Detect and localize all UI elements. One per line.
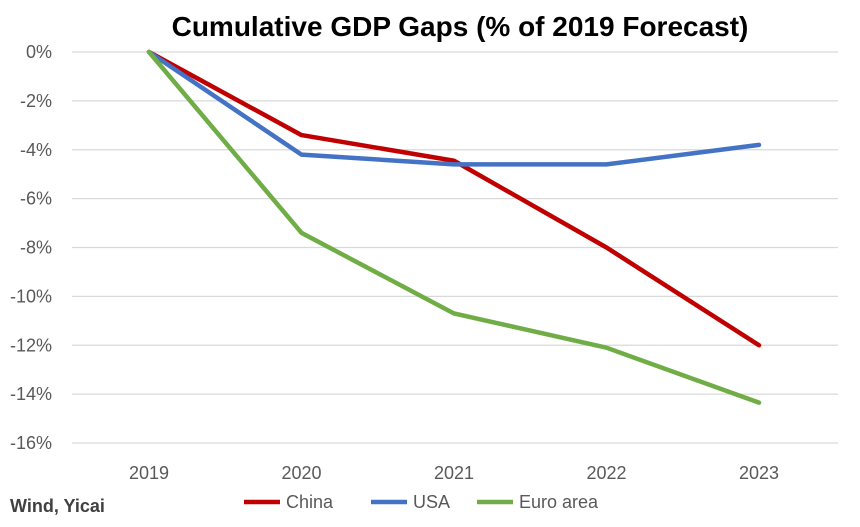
legend-label: China bbox=[286, 492, 334, 512]
series-line-usa bbox=[146, 49, 762, 167]
x-tick-label: 2021 bbox=[434, 463, 474, 483]
y-tick-label: 0% bbox=[26, 42, 52, 62]
x-axis-tick-labels: 2019 2020 2021 2022 2023 bbox=[129, 463, 779, 483]
y-tick-label: -4% bbox=[20, 140, 52, 160]
y-tick-label: -14% bbox=[10, 384, 52, 404]
series-line-china bbox=[146, 49, 762, 348]
series-line-euro-area bbox=[146, 49, 762, 405]
source-note: Wind, Yicai bbox=[10, 496, 105, 516]
y-tick-label: -12% bbox=[10, 335, 52, 355]
y-tick-label: -16% bbox=[10, 433, 52, 453]
y-tick-label: -10% bbox=[10, 286, 52, 306]
x-tick-label: 2019 bbox=[129, 463, 169, 483]
legend: China USA Euro area bbox=[244, 492, 599, 512]
series-lines bbox=[146, 49, 762, 405]
x-tick-label: 2022 bbox=[586, 463, 626, 483]
x-tick-label: 2020 bbox=[281, 463, 321, 483]
legend-label: Euro area bbox=[519, 492, 599, 512]
x-tick-label: 2023 bbox=[739, 463, 779, 483]
gridlines bbox=[72, 51, 838, 444]
chart-title: Cumulative GDP Gaps (% of 2019 Forecast) bbox=[172, 11, 749, 42]
y-tick-label: -8% bbox=[20, 238, 52, 258]
y-tick-label: -6% bbox=[20, 189, 52, 209]
y-tick-label: -2% bbox=[20, 91, 52, 111]
y-axis-tick-labels: 0% -2% -4% -6% -8% -10% -12% -14% -16% bbox=[10, 42, 52, 453]
legend-label: USA bbox=[413, 492, 450, 512]
